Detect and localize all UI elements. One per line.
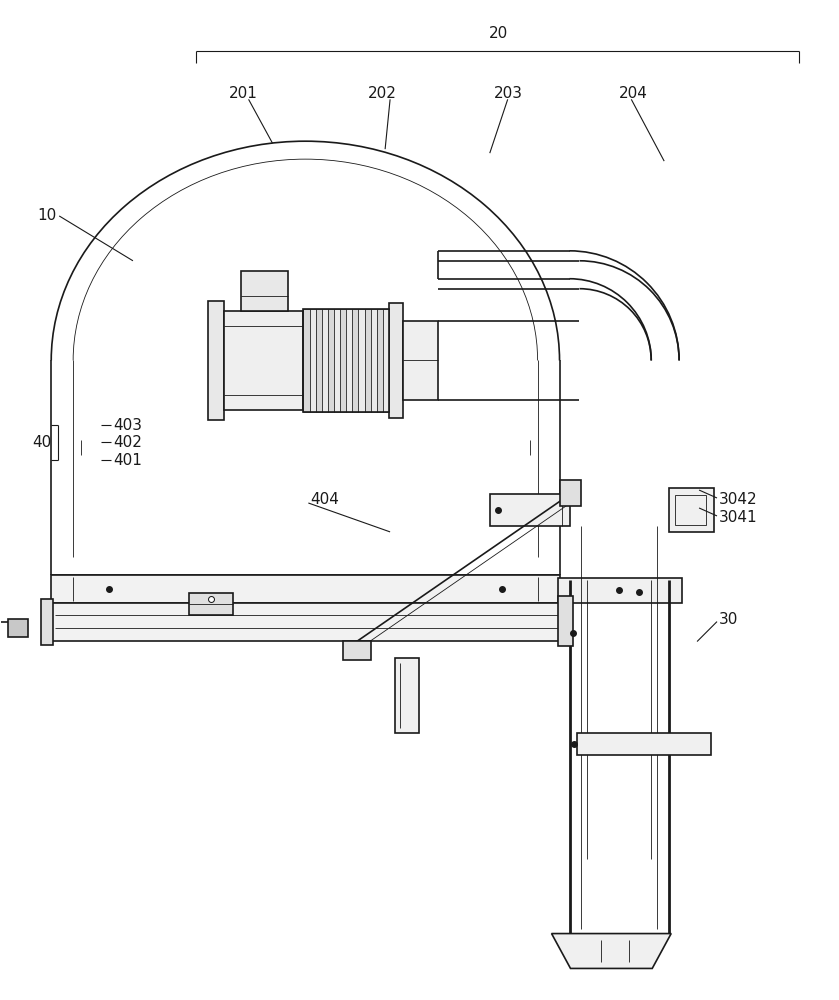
Text: 404: 404 [310, 492, 339, 507]
Bar [304, 309, 310, 412]
Bar [8, 619, 29, 637]
Bar [389, 303, 403, 418]
Bar [189, 593, 232, 615]
Bar [371, 309, 377, 412]
Text: 30: 30 [719, 612, 738, 627]
Bar [343, 641, 371, 660]
Bar [675, 495, 706, 525]
Bar [208, 301, 224, 420]
Bar [51, 603, 570, 641]
Bar [560, 480, 581, 506]
Text: 10: 10 [37, 208, 56, 223]
Text: 203: 203 [494, 86, 523, 101]
Text: 3042: 3042 [719, 492, 758, 507]
Bar [558, 578, 682, 603]
Bar [334, 309, 340, 412]
Text: 20: 20 [489, 26, 508, 41]
Bar [224, 311, 304, 410]
Bar [383, 309, 389, 412]
Text: 202: 202 [368, 86, 397, 101]
Bar [310, 309, 315, 412]
Bar [321, 309, 328, 412]
Bar [395, 658, 419, 733]
Text: 201: 201 [229, 86, 258, 101]
Polygon shape [551, 934, 671, 968]
Bar [241, 271, 289, 311]
Bar [41, 599, 53, 645]
Text: 3041: 3041 [719, 510, 758, 525]
Bar [304, 309, 389, 412]
Text: 40: 40 [32, 435, 51, 450]
Bar [558, 596, 574, 646]
Text: 401: 401 [113, 453, 142, 468]
Bar [670, 488, 714, 532]
Bar [51, 575, 560, 603]
Text: 402: 402 [113, 435, 142, 450]
Text: 403: 403 [113, 418, 142, 433]
Bar [358, 309, 365, 412]
Bar [347, 309, 352, 412]
Bar [577, 733, 711, 755]
Bar [377, 309, 383, 412]
Bar [365, 309, 371, 412]
Bar [315, 309, 321, 412]
Bar [403, 321, 438, 400]
Bar [328, 309, 334, 412]
Text: 204: 204 [619, 86, 649, 101]
Bar [340, 309, 347, 412]
Bar [352, 309, 358, 412]
Bar [490, 494, 570, 526]
